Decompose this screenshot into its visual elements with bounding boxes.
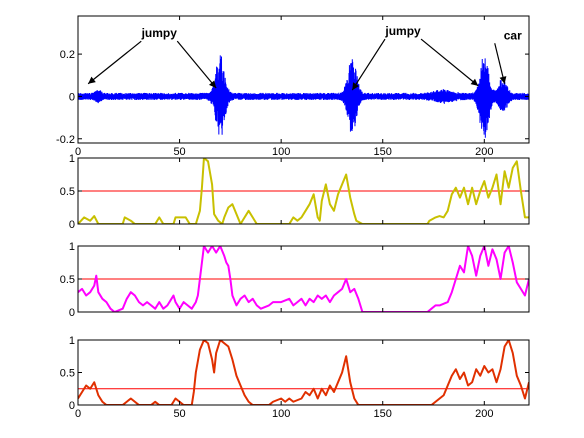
annotation-arrow [494, 43, 507, 84]
y-tick-label: 0 [69, 400, 75, 412]
annotation-arrow [176, 40, 217, 89]
series-line [78, 340, 529, 405]
x-tick-label: 200 [475, 146, 493, 158]
y-tick-label: 1 [69, 335, 75, 347]
annotation-arrow [420, 38, 479, 87]
y-tick-label: 0 [69, 307, 75, 319]
x-tick-label: 100 [272, 146, 290, 158]
x-tick-label: 50 [173, 408, 185, 420]
annotation-label: car [504, 28, 522, 42]
panel-4: 0 50 100 150 200 0 0.5 1 [60, 335, 530, 420]
y-tick-label: 0.2 [60, 49, 75, 61]
x-tick-label: 150 [374, 408, 392, 420]
annotation-label: jumpy [141, 26, 178, 40]
x-tick-label: 150 [374, 146, 392, 158]
y-tick-label: -0.2 [56, 134, 75, 146]
signal-waveform [78, 55, 529, 138]
panel-3: 00.51 [60, 241, 530, 319]
annotation-arrow [351, 38, 386, 91]
y-tick-label: 0.5 [60, 368, 75, 380]
x-tick-label: 200 [475, 408, 493, 420]
y-tick-label: 1 [69, 153, 75, 165]
x-tick-label: 100 [272, 408, 290, 420]
annotation-arrow [87, 40, 142, 85]
x-tick-label: 0 [75, 146, 81, 158]
y-tick-label: 0 [69, 91, 75, 103]
x-tick-label: 50 [173, 146, 185, 158]
y-tick-label: 0 [69, 219, 75, 231]
series-line [78, 158, 529, 224]
series-line [78, 246, 529, 312]
y-tick-label: 1 [69, 241, 75, 253]
y-tick-label: 0.5 [60, 186, 75, 198]
x-tick-label: 0 [75, 408, 81, 420]
annotation-label: jumpy [384, 24, 421, 38]
y-tick-label: 0.5 [60, 274, 75, 286]
axis-frame [77, 15, 530, 144]
panel-2: 00.51 [60, 153, 530, 231]
